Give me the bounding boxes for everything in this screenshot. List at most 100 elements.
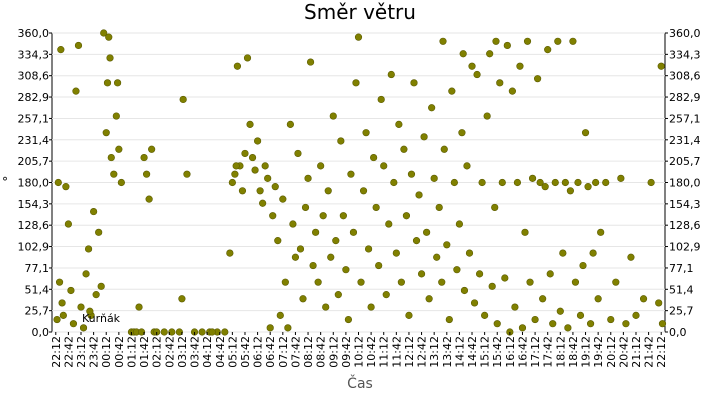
- y2-tick-label: 51,4: [669, 283, 694, 296]
- point: [281, 278, 289, 286]
- x-tick-label: 23:12: [75, 336, 88, 368]
- point: [445, 315, 453, 324]
- point: [347, 170, 355, 178]
- x-tick-label: 14:12: [453, 336, 466, 368]
- point: [110, 170, 118, 178]
- point: [142, 170, 151, 178]
- point: [463, 162, 471, 170]
- point: [481, 311, 489, 319]
- y2-tick-label: 231,4: [669, 134, 701, 147]
- point: [559, 249, 567, 257]
- x-tick-label: 03:42: [189, 336, 202, 368]
- y-tick-label: 205,7: [18, 155, 50, 168]
- point: [274, 237, 282, 245]
- x-tick-label: 19:12: [580, 336, 593, 368]
- x-tick-label: 21:42: [643, 336, 656, 368]
- point: [208, 328, 216, 336]
- point: [417, 270, 426, 278]
- point: [251, 166, 259, 174]
- point: [294, 149, 302, 158]
- point: [92, 291, 100, 299]
- point: [438, 278, 446, 286]
- annotation: Kurňák: [82, 312, 121, 325]
- x-tick-label: 13:42: [441, 336, 454, 368]
- point: [496, 79, 504, 87]
- x-tick-label: 01:42: [138, 336, 151, 368]
- y2-tick-label: 0,0: [669, 326, 687, 339]
- point: [632, 311, 640, 319]
- x-tick-label: 07:42: [289, 336, 302, 368]
- point: [412, 237, 421, 245]
- point: [405, 311, 413, 319]
- point: [377, 95, 385, 104]
- y2-tick-label: 180,0: [669, 177, 701, 190]
- point: [232, 162, 240, 170]
- point: [483, 112, 491, 120]
- x-tick-label: 19:42: [592, 336, 605, 368]
- point: [594, 295, 602, 303]
- point: [395, 120, 403, 128]
- point: [597, 228, 605, 236]
- point: [246, 120, 254, 128]
- point: [400, 145, 408, 153]
- point: [372, 203, 380, 212]
- point: [344, 315, 353, 324]
- point: [528, 174, 537, 182]
- point: [491, 203, 499, 212]
- point: [79, 324, 88, 332]
- chart-title: Směr větru: [304, 0, 416, 24]
- x-tick-label: 04:12: [201, 336, 214, 368]
- x-tick-label: 08:42: [315, 336, 328, 368]
- point: [410, 79, 418, 87]
- point: [589, 249, 597, 257]
- point: [420, 133, 428, 141]
- point: [617, 174, 625, 182]
- point: [349, 228, 358, 236]
- point: [241, 149, 249, 158]
- x-tick-label: 17:42: [542, 336, 555, 368]
- x-tick-label: 06:42: [264, 336, 277, 368]
- point: [622, 320, 630, 328]
- point: [55, 278, 64, 286]
- point: [97, 282, 105, 290]
- y2-tick-label: 77,1: [669, 262, 694, 275]
- point: [54, 178, 62, 187]
- point: [551, 178, 559, 187]
- y2-tick-label: 334,3: [669, 48, 701, 61]
- point: [501, 274, 509, 282]
- point: [390, 178, 398, 187]
- point: [592, 178, 600, 187]
- x-tick-label: 21:12: [630, 336, 643, 368]
- point: [556, 307, 564, 315]
- x-tick-label: 05:12: [226, 336, 239, 368]
- point: [178, 295, 186, 303]
- point: [546, 270, 554, 278]
- point: [561, 178, 569, 187]
- point: [53, 315, 61, 324]
- point: [607, 315, 615, 324]
- point: [639, 295, 648, 303]
- point: [647, 178, 655, 187]
- point: [458, 129, 466, 137]
- point: [465, 249, 474, 257]
- x-tick-label: 22:42: [62, 336, 75, 368]
- point: [574, 178, 582, 187]
- point: [380, 162, 388, 170]
- point: [135, 303, 143, 311]
- x-tick-label: 15:42: [491, 336, 504, 368]
- point: [299, 295, 307, 303]
- x-tick-label: 23:42: [88, 336, 101, 368]
- point: [266, 324, 274, 332]
- point: [433, 253, 441, 261]
- point: [291, 253, 300, 261]
- x-tick-label: 06:12: [252, 336, 265, 368]
- point: [57, 46, 65, 54]
- point: [566, 187, 575, 195]
- y-tick-label: 334,3: [18, 48, 50, 61]
- point: [306, 58, 315, 66]
- point: [364, 245, 373, 253]
- point: [579, 261, 587, 270]
- point: [367, 303, 375, 311]
- point: [332, 237, 340, 245]
- x-tick-label: 18:12: [554, 336, 567, 368]
